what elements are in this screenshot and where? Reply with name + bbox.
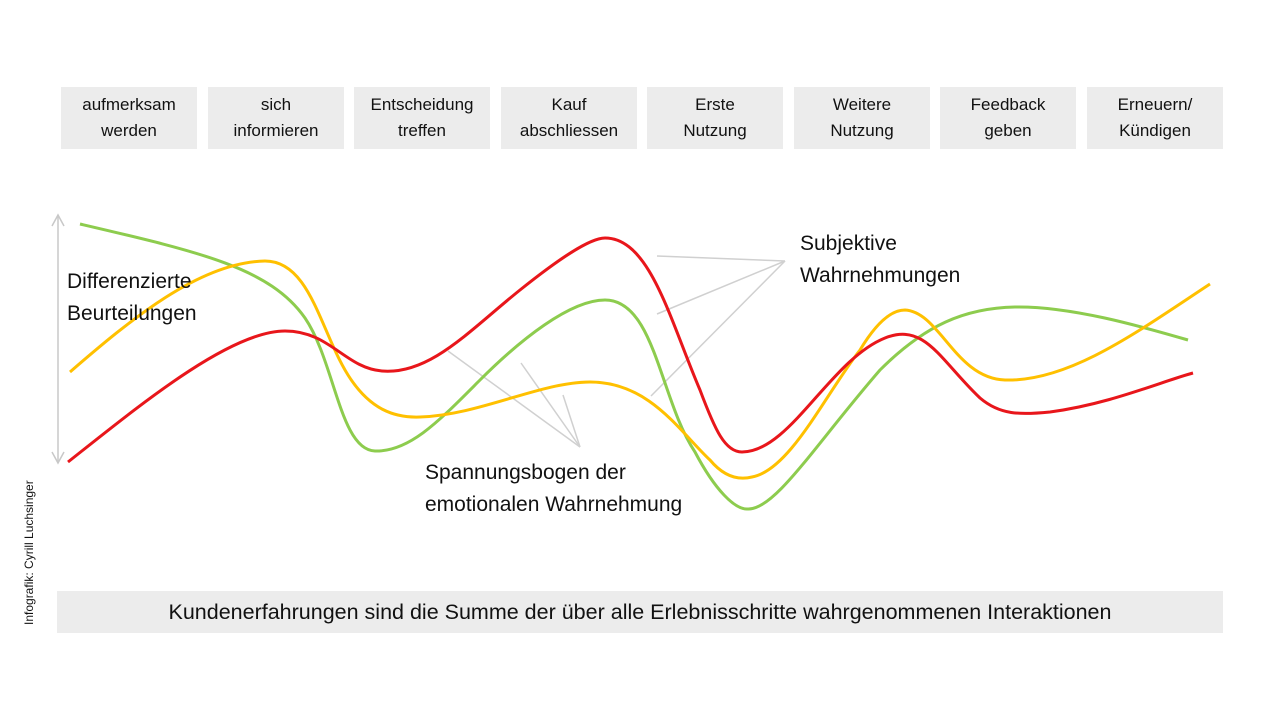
label-subjektive-wahrnehmungen: Subjektive Wahrnehmungen [800, 232, 961, 287]
stage-entscheidung-treffen: Entscheidung treffen [354, 87, 490, 149]
stage-feedback-geben: Feedback geben [940, 87, 1076, 149]
summary-banner: Kundenerfahrungen sind die Summe der übe… [57, 591, 1223, 633]
label-spannungsbogen: Spannungsbogen der emotionalen Wahrnehmu… [425, 461, 683, 516]
subjective-pointer-lines [650, 255, 786, 397]
yellow-curve [69, 259, 1211, 480]
stage-sich-informieren: sich informieren [208, 87, 344, 149]
stage-weitere-nutzung: Weitere Nutzung [794, 87, 930, 149]
stage-kauf-abschliessen: Kauf abschliessen [501, 87, 637, 149]
label-differenzierte-beurteilungen: Differenzierte Beurteilungen [67, 270, 197, 325]
green-curve [79, 222, 1189, 511]
stage-erste-nutzung: Erste Nutzung [647, 87, 783, 149]
vertical-double-arrow [51, 213, 65, 465]
tension-pointer-lines [447, 350, 581, 448]
stage-aufmerksam-werden: aufmerksam werden [61, 87, 197, 149]
red-curve [67, 236, 1194, 464]
stage-erneuern-kuendigen: Erneuern/ Kündigen [1087, 87, 1223, 149]
infographic-credit: Infografik: Cyrill Luchsinger [22, 480, 36, 625]
